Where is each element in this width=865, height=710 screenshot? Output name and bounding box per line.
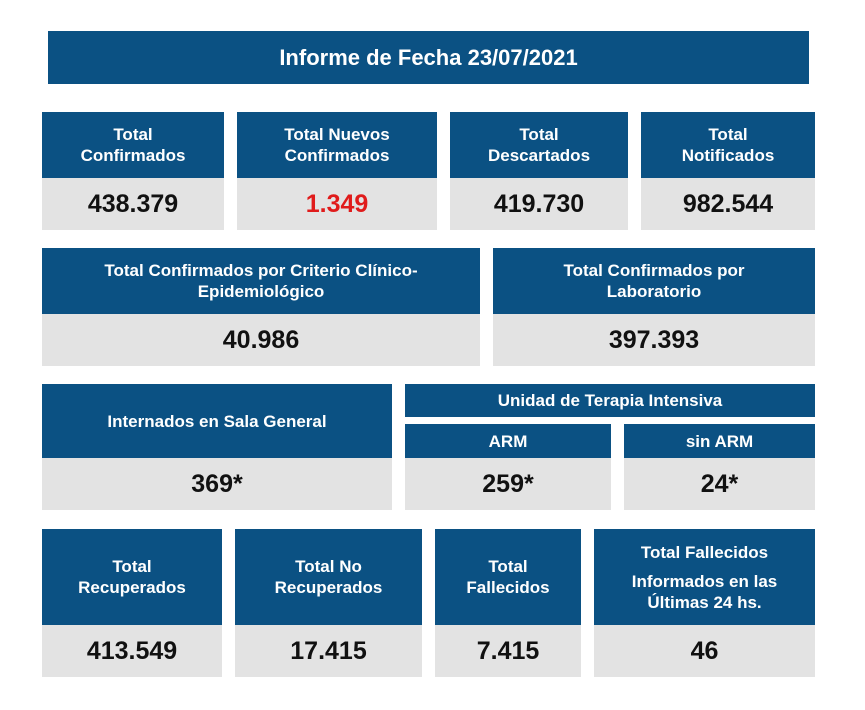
- header-line: Notificados: [681, 146, 775, 165]
- header-unidad-terapia-intensiva: Unidad de Terapia Intensiva: [405, 384, 815, 417]
- header-line: Total: [488, 557, 528, 576]
- header-arm: ARM: [405, 424, 611, 458]
- header-line: Laboratorio: [606, 282, 702, 301]
- header-confirmados-criterio-clinico: Total Confirmados por Criterio Clínico- …: [42, 248, 480, 314]
- report-title: Informe de Fecha 23/07/2021: [48, 31, 809, 84]
- value-total-confirmados: 438.379: [42, 178, 224, 230]
- header-line: Total: [113, 125, 153, 144]
- header-total-no-recuperados: Total No Recuperados: [235, 529, 422, 625]
- value-total-fallecidos: 7.415: [435, 625, 581, 677]
- header-line: Epidemiológico: [197, 282, 325, 301]
- value-total-descartados: 419.730: [450, 178, 628, 230]
- value-total-nuevos-confirmados: 1.349: [237, 178, 437, 230]
- header-line: Recuperados: [274, 578, 383, 597]
- header-line: Fallecidos: [466, 578, 550, 597]
- header-line: Total Confirmados por: [563, 261, 745, 280]
- header-sin-arm: sin ARM: [624, 424, 815, 458]
- header-line: Confirmados: [284, 146, 390, 165]
- header-line: Total: [519, 125, 559, 144]
- header-line: Informados en las: [631, 571, 778, 591]
- header-line: Últimas 24 hs.: [647, 592, 762, 612]
- value-sin-arm: 24*: [624, 458, 815, 510]
- header-line: Recuperados: [78, 578, 186, 597]
- header-fallecidos-24hs: Total Fallecidos Informados en las Últim…: [594, 529, 815, 625]
- header-internados-sala-general: Internados en Sala General: [42, 384, 392, 458]
- header-total-descartados: Total Descartados: [450, 112, 628, 178]
- value-internados-sala-general: 369*: [42, 458, 392, 510]
- value-total-notificados: 982.544: [641, 178, 815, 230]
- header-line: Total Confirmados por Criterio Clínico-: [104, 261, 418, 280]
- header-total-confirmados: Total Confirmados: [42, 112, 224, 178]
- header-line: Confirmados: [80, 146, 186, 165]
- value-confirmados-laboratorio: 397.393: [493, 314, 815, 366]
- header-confirmados-laboratorio: Total Confirmados por Laboratorio: [493, 248, 815, 314]
- header-line: Total No: [295, 557, 362, 576]
- header-line: Total: [112, 557, 152, 576]
- header-line: Total: [708, 125, 748, 144]
- header-total-fallecidos: Total Fallecidos: [435, 529, 581, 625]
- value-total-recuperados: 413.549: [42, 625, 222, 677]
- header-total-nuevos-confirmados: Total Nuevos Confirmados: [237, 112, 437, 178]
- header-line: Total Nuevos: [284, 125, 390, 144]
- header-line: Total Fallecidos: [640, 542, 769, 562]
- value-confirmados-criterio-clinico: 40.986: [42, 314, 480, 366]
- header-total-notificados: Total Notificados: [641, 112, 815, 178]
- value-fallecidos-24hs: 46: [594, 625, 815, 677]
- header-line: Descartados: [487, 146, 591, 165]
- value-total-no-recuperados: 17.415: [235, 625, 422, 677]
- value-arm: 259*: [405, 458, 611, 510]
- header-total-recuperados: Total Recuperados: [42, 529, 222, 625]
